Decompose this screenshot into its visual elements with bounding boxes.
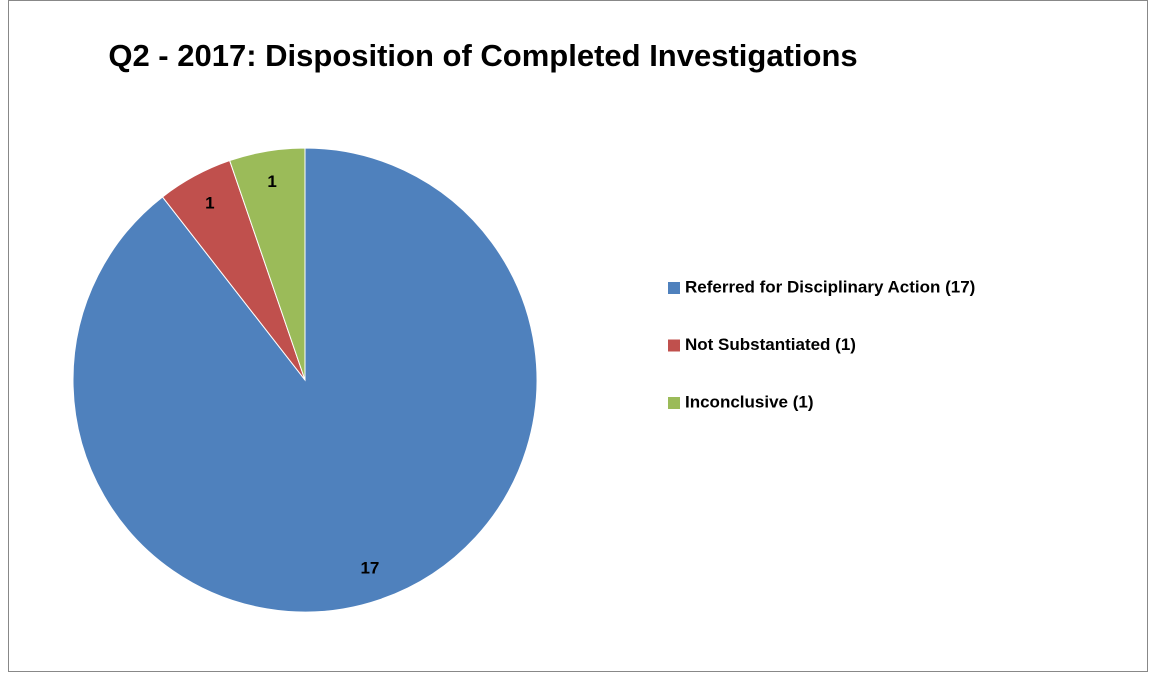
data-label: 1	[205, 194, 214, 213]
legend-label: Referred for Disciplinary Action (17)	[685, 277, 975, 296]
legend-swatch	[668, 339, 680, 352]
legend-swatch	[668, 397, 680, 409]
chart-title: Q2 - 2017: Disposition of Completed Inve…	[108, 38, 857, 73]
legend-label: Not Substantiated (1)	[685, 335, 856, 354]
pie-slice	[229, 147, 306, 381]
legend-swatch	[668, 282, 680, 294]
legend-label: Inconclusive (1)	[685, 392, 813, 411]
data-label: 17	[360, 559, 379, 578]
data-label: 1	[267, 172, 276, 191]
